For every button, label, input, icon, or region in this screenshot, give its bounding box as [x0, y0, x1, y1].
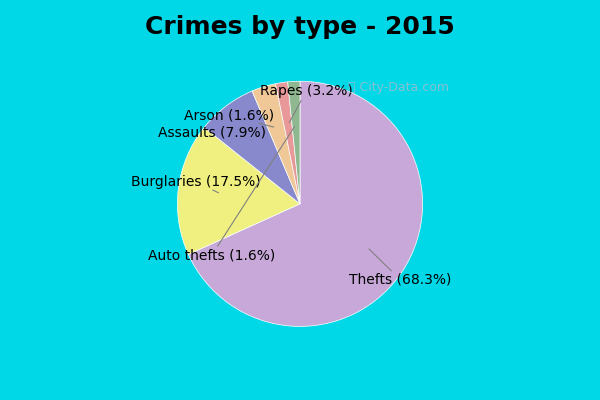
Text: Thefts (68.3%): Thefts (68.3%) [349, 249, 452, 287]
Text: Assaults (7.9%): Assaults (7.9%) [158, 126, 266, 140]
Wedge shape [252, 84, 300, 204]
Wedge shape [188, 81, 422, 326]
Text: Burglaries (17.5%): Burglaries (17.5%) [131, 175, 260, 193]
Text: ⓘ City-Data.com: ⓘ City-Data.com [347, 81, 449, 94]
Wedge shape [178, 128, 300, 254]
Wedge shape [288, 81, 300, 204]
Text: Auto thefts (1.6%): Auto thefts (1.6%) [148, 126, 295, 262]
Wedge shape [275, 82, 300, 204]
Title: Crimes by type - 2015: Crimes by type - 2015 [145, 15, 455, 39]
Text: Rapes (3.2%): Rapes (3.2%) [260, 84, 353, 123]
Wedge shape [204, 91, 300, 204]
Text: Arson (1.6%): Arson (1.6%) [184, 108, 274, 127]
